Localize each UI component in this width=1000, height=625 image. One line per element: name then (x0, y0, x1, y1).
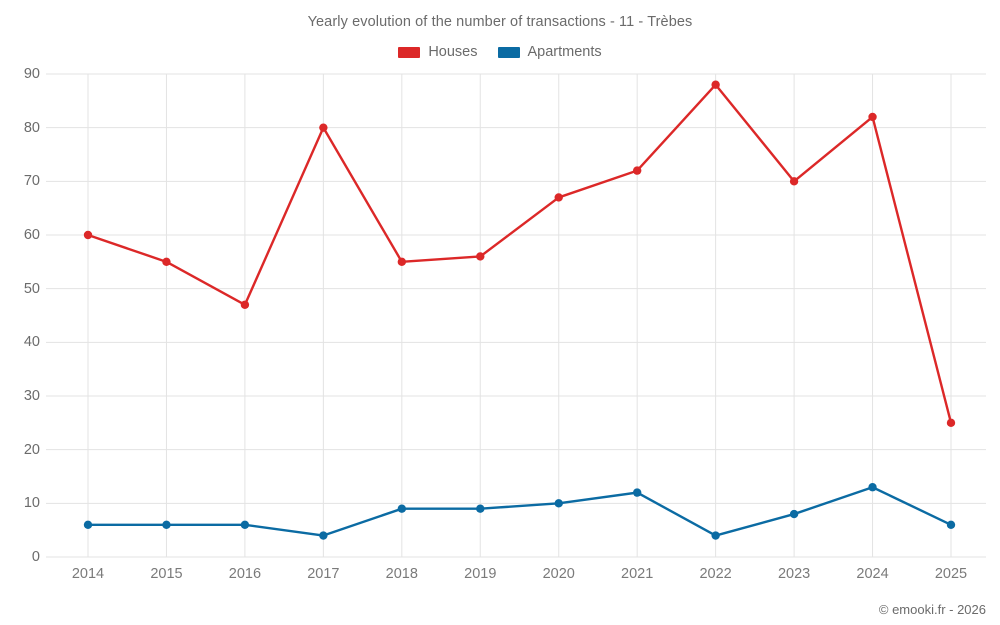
data-point-apartments-2019[interactable] (476, 504, 485, 513)
data-point-houses-2024[interactable] (868, 112, 877, 122)
data-point-houses-2017[interactable] (319, 123, 328, 132)
chart-legend: Houses Apartments (0, 44, 1000, 60)
x-tick-label: 2024 (856, 566, 889, 582)
data-point-houses-2020[interactable] (554, 193, 563, 202)
data-point-houses-2025[interactable] (946, 418, 956, 428)
x-tick-label: 2020 (542, 566, 575, 582)
y-axis: 0 10 20 30 40 50 60 70 80 90 (0, 0, 40, 625)
data-point-houses-2015[interactable] (162, 257, 171, 267)
data-point-apartments-2025[interactable] (946, 520, 956, 529)
y-tick-label: 40 (23, 334, 40, 351)
x-tick-label: 2017 (307, 566, 340, 582)
x-tick-label: 2015 (150, 566, 183, 582)
data-point-apartments-2021[interactable] (632, 488, 642, 497)
data-point-apartments-2016[interactable] (240, 520, 250, 529)
legend-item-apartments[interactable]: Apartments (497, 44, 602, 60)
x-tick-label: 2023 (777, 566, 811, 582)
x-tick-label: 2019 (464, 566, 497, 582)
x-tick-label: 2025 (934, 566, 968, 582)
legend-label-apartments: Apartments (527, 44, 602, 60)
data-point-houses-2023[interactable] (789, 177, 799, 186)
series-line-houses (86, 83, 953, 425)
data-point-houses-2016[interactable] (240, 300, 250, 309)
data-point-apartments-2017[interactable] (319, 531, 328, 540)
data-point-houses-2014[interactable] (83, 230, 93, 240)
data-point-apartments-2024[interactable] (868, 483, 877, 492)
y-tick-label: 10 (23, 495, 40, 512)
y-tick-label: 90 (23, 65, 40, 82)
data-point-apartments-2020[interactable] (554, 499, 563, 508)
data-point-apartments-2015[interactable] (162, 520, 171, 529)
data-point-houses-2018[interactable] (397, 257, 407, 267)
y-tick-label: 0 (31, 548, 40, 565)
x-tick-label: 2018 (385, 566, 418, 582)
legend-item-houses[interactable]: Houses (398, 44, 478, 60)
x-tick-label: 2016 (228, 566, 262, 582)
y-tick-label: 20 (23, 441, 40, 458)
data-point-apartments-2022[interactable] (711, 531, 720, 540)
legend-swatch-icon (398, 46, 421, 58)
footer-credit: © emooki.fr - 2026 (878, 602, 986, 617)
data-point-apartments-2023[interactable] (789, 509, 799, 519)
legend-label-houses: Houses (428, 44, 478, 60)
x-tick-label: 2014 (71, 566, 105, 582)
data-point-houses-2021[interactable] (632, 166, 642, 175)
chart-title: Yearly evolution of the number of transa… (307, 14, 693, 30)
data-point-houses-2022[interactable] (711, 80, 720, 89)
data-point-apartments-2018[interactable] (397, 504, 407, 513)
y-tick-label: 80 (23, 119, 40, 136)
x-tick-label: 2021 (621, 566, 654, 582)
y-tick-label: 50 (23, 280, 40, 297)
data-point-houses-2019[interactable] (476, 252, 485, 261)
series-line-apartments (86, 486, 953, 537)
x-tick-label: 2022 (699, 566, 732, 582)
data-point-apartments-2014[interactable] (83, 520, 93, 529)
legend-swatch-icon (497, 46, 520, 58)
y-tick-label: 70 (23, 173, 40, 190)
y-tick-label: 30 (23, 387, 40, 404)
y-tick-label: 60 (23, 226, 40, 243)
